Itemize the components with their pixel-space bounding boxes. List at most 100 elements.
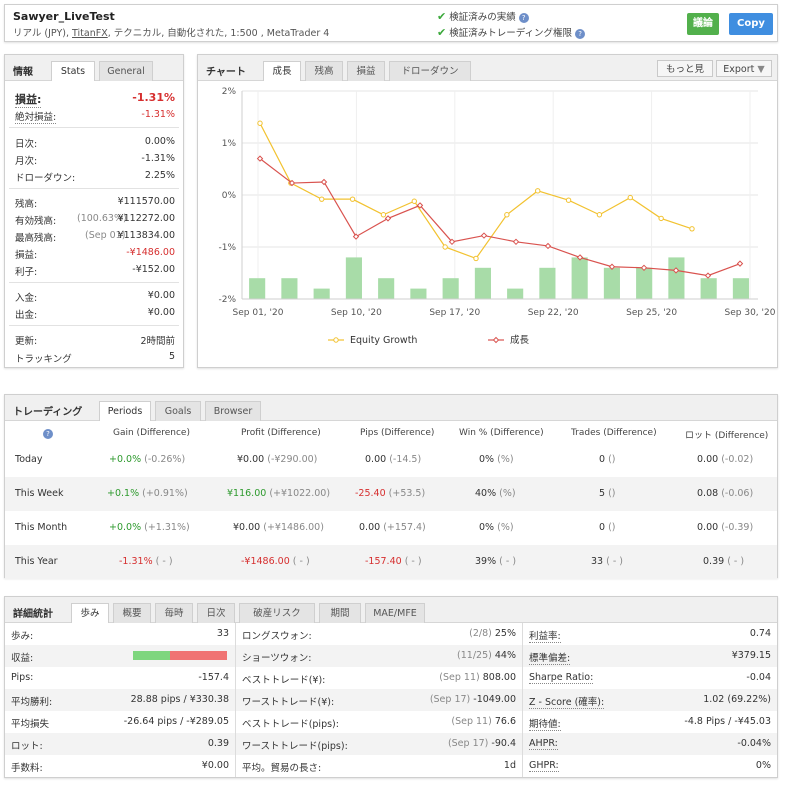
tab-hourly[interactable]: 毎時 bbox=[155, 603, 193, 623]
trading-tabbar: トレーディング Periods Goals Browser bbox=[5, 395, 777, 421]
detailed-stats-panel: 詳細統計 歩み 概要 毎時 日次 破産リスク 期間 MAE/MFE 歩み: 33 … bbox=[4, 596, 778, 778]
tab-mae-mfe[interactable]: MAE/MFE bbox=[365, 603, 425, 623]
divider bbox=[9, 188, 179, 189]
data-point bbox=[288, 179, 296, 187]
data-point bbox=[608, 263, 616, 270]
stat-row: 手数料: ¥0.00 bbox=[11, 760, 229, 774]
y-tick-label: 2% bbox=[222, 87, 237, 97]
tab-daily[interactable]: 日次 bbox=[197, 603, 235, 623]
tab-profit[interactable]: 損益 bbox=[347, 61, 385, 81]
tab-general[interactable]: General bbox=[99, 61, 153, 81]
tab-drawdown[interactable]: ドローダウン bbox=[389, 61, 471, 81]
data-point bbox=[576, 254, 584, 261]
col-gain[interactable]: Gain (Difference) bbox=[113, 428, 190, 438]
tab-duration[interactable]: 期間 bbox=[319, 603, 361, 623]
volume-bar bbox=[474, 267, 491, 299]
verified-trading-privileges: ✔ 検証済みトレーディング権限? bbox=[437, 25, 586, 39]
volume-bar bbox=[636, 267, 653, 299]
col-win[interactable]: Win % (Difference) bbox=[459, 428, 544, 438]
data-point bbox=[352, 233, 360, 240]
data-point bbox=[319, 196, 325, 202]
tab-growth[interactable]: 成長 bbox=[263, 61, 301, 81]
stat-row: 歩み: 33 bbox=[11, 628, 229, 642]
y-tick-label: -1% bbox=[218, 243, 236, 253]
series-line bbox=[259, 122, 693, 260]
tab-summary[interactable]: 概要 bbox=[113, 603, 151, 623]
stat-row: ベストトレード(¥): (Sep 11) 808.00 bbox=[242, 672, 516, 686]
column-divider bbox=[235, 623, 236, 777]
volume-bar bbox=[410, 288, 427, 299]
help-icon[interactable]: ? bbox=[575, 28, 586, 39]
stat-row: Z - Score (確率): 1.02 (69.22%) bbox=[523, 689, 777, 711]
growth-chart: 2% 1% 0% -1% -2% Sep 01, '20 Sep 10, '20 Sep 17… bbox=[218, 87, 775, 346]
tab-balance[interactable]: 残高 bbox=[305, 61, 343, 81]
x-tick-label: Sep 25, '20 bbox=[626, 308, 677, 318]
volume-bar bbox=[313, 288, 330, 299]
data-point bbox=[448, 238, 456, 246]
more-button[interactable]: もっと見 bbox=[657, 60, 713, 77]
data-point bbox=[504, 212, 510, 218]
volume-bar bbox=[507, 288, 524, 299]
discuss-button[interactable]: 議論 bbox=[687, 13, 719, 35]
stat-row: Pips: -157.4 bbox=[11, 672, 229, 683]
copy-button[interactable]: Copy bbox=[729, 13, 773, 35]
tab-periods[interactable]: Periods bbox=[99, 401, 151, 421]
legend-label: 成長 bbox=[510, 334, 530, 346]
data-point bbox=[512, 238, 520, 246]
stats-title: 詳細統計 bbox=[13, 609, 53, 620]
y-tick-label: 1% bbox=[222, 139, 237, 149]
volume-bar bbox=[345, 257, 362, 299]
col-pips[interactable]: Pips (Difference) bbox=[360, 428, 435, 438]
export-button[interactable]: Export ▼ bbox=[716, 60, 772, 77]
data-point bbox=[349, 196, 356, 202]
help-icon-container: ? bbox=[43, 428, 53, 439]
data-point bbox=[480, 232, 488, 239]
help-icon[interactable]: ? bbox=[43, 428, 53, 439]
stat-row: ロングスウォン: (2/8) 25% bbox=[242, 628, 516, 642]
stat-row: AHPR: -0.04% bbox=[523, 733, 777, 755]
col-profit[interactable]: Profit (Difference) bbox=[241, 428, 321, 438]
stat-row: ショーツウォン: (11/25) 44% bbox=[236, 645, 522, 667]
volume-bar bbox=[378, 278, 395, 299]
stat-row: 平均損失 -26.64 pips / -¥289.05 bbox=[11, 716, 229, 730]
check-icon: ✔ bbox=[437, 10, 447, 23]
data-point bbox=[473, 255, 479, 262]
volume-bar bbox=[571, 257, 588, 299]
tab-browser[interactable]: Browser bbox=[205, 401, 261, 421]
volume-bar bbox=[281, 278, 298, 299]
stat-row: 平均。貿易の長さ: 1d bbox=[242, 760, 516, 774]
table-row: This Year -1.31% ( - ) -¥1486.00 ( - ) -… bbox=[5, 545, 777, 579]
check-icon: ✔ bbox=[437, 26, 447, 39]
divider bbox=[9, 127, 179, 128]
tab-stats[interactable]: Stats bbox=[51, 61, 95, 81]
y-tick-label: 0% bbox=[222, 191, 237, 201]
col-trades[interactable]: Trades (Difference) bbox=[571, 428, 657, 438]
data-point bbox=[416, 202, 424, 209]
broker-link[interactable]: TitanFX bbox=[72, 28, 108, 39]
tab-trades[interactable]: 歩み bbox=[71, 603, 109, 623]
chart-title: チャート bbox=[206, 67, 246, 78]
stat-row: 標準偏差: ¥379.15 bbox=[523, 645, 777, 667]
stat-row: 期待値: -4.8 Pips / -¥45.03 bbox=[529, 716, 771, 731]
tab-goals[interactable]: Goals bbox=[155, 401, 201, 421]
help-icon[interactable]: ? bbox=[518, 12, 529, 23]
column-divider bbox=[522, 623, 523, 777]
x-tick-label: Sep 10, '20 bbox=[331, 308, 382, 318]
data-point bbox=[565, 197, 572, 203]
divider bbox=[9, 282, 179, 283]
data-point bbox=[320, 178, 328, 186]
data-point bbox=[672, 267, 680, 274]
col-lots[interactable]: ロット (Difference) bbox=[685, 431, 769, 441]
gain-value: -1.31% bbox=[132, 91, 175, 104]
x-tick-label: Sep 22, '20 bbox=[528, 308, 579, 318]
data-point bbox=[736, 260, 744, 267]
volume-bar bbox=[668, 257, 685, 299]
account-header: Sawyer_LiveTest リアル (JPY), TitanFX, テクニカ… bbox=[4, 4, 778, 42]
data-point bbox=[704, 272, 712, 279]
account-details: , テクニカル, 自動化された, 1:500 , MetaTrader 4 bbox=[107, 28, 330, 39]
info-tabbar: 情報 Stats General bbox=[5, 55, 183, 81]
data-point bbox=[380, 212, 387, 218]
series-line bbox=[259, 158, 741, 277]
tab-risk-of-ruin[interactable]: 破産リスク bbox=[239, 603, 315, 623]
volume-bar bbox=[539, 267, 556, 299]
